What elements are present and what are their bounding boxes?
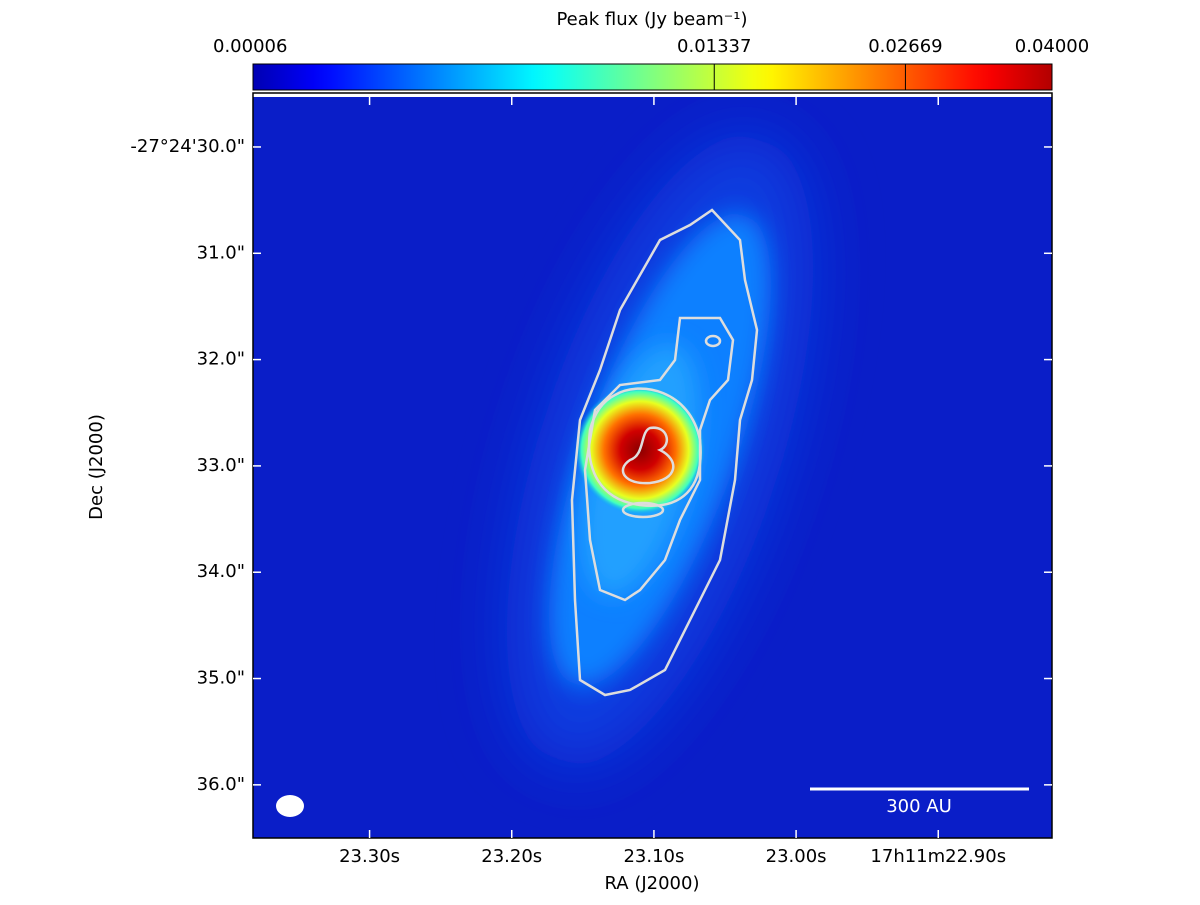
y-tick-label: 35.0" (197, 668, 245, 689)
scale-bar-label: 300 AU (886, 796, 952, 817)
colorbar-tick-label: 0.04000 (1015, 36, 1089, 57)
x-tick-label: 17h11m22.90s (870, 846, 1006, 867)
y-tick-label: 32.0" (197, 349, 245, 370)
x-tick-label: 23.00s (766, 846, 827, 867)
colorbar-tick-label: 0.01337 (677, 36, 751, 57)
y-axis-label: Dec (J2000) (86, 414, 107, 520)
y-tick-label: 31.0" (197, 242, 245, 263)
colorbar-title: Peak flux (Jy beam⁻¹) (556, 9, 747, 30)
x-tick-label: 23.10s (623, 846, 684, 867)
colorbar (252, 63, 1053, 91)
colorbar-tick-label: 0.00006 (213, 36, 287, 57)
image (253, 97, 1052, 838)
x-tick-label: 23.20s (481, 846, 542, 867)
colorbar-tick-label: 0.02669 (868, 36, 942, 57)
y-tick-label: 33.0" (197, 455, 245, 476)
y-tick-label: 36.0" (197, 774, 245, 795)
y-tick-label: 34.0" (197, 561, 245, 582)
y-tick-label: -27°24'30.0" (130, 136, 245, 157)
x-tick-label: 23.30s (339, 846, 400, 867)
x-axis-label: RA (J2000) (605, 873, 700, 894)
